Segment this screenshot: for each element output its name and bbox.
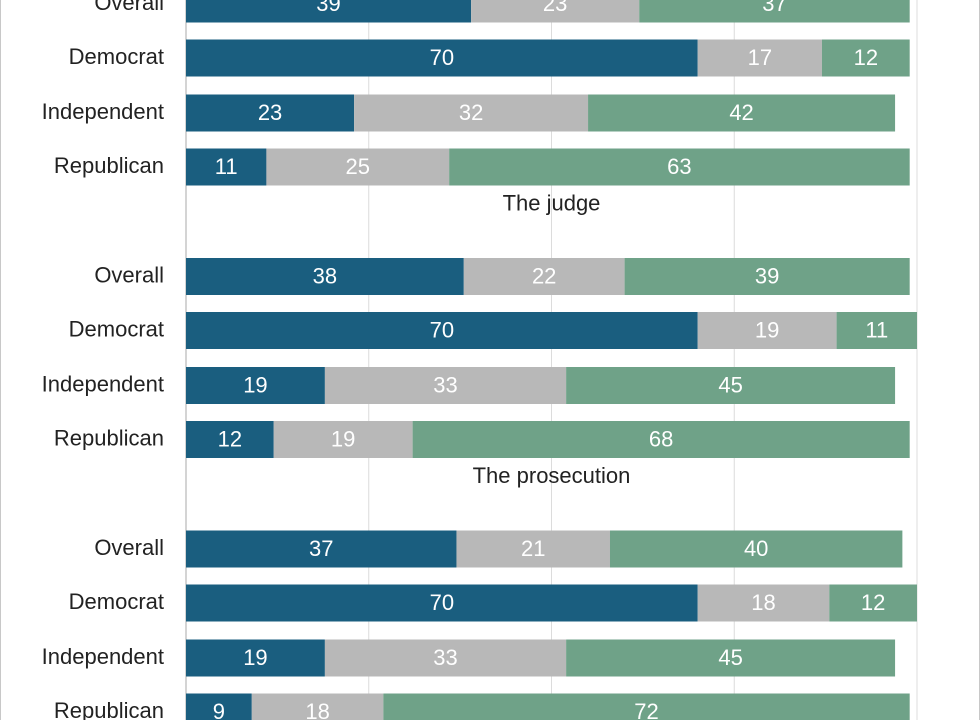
category-label: Independent bbox=[42, 644, 164, 669]
bar-segment bbox=[588, 94, 896, 132]
bar-segment bbox=[566, 367, 896, 404]
bar-segment bbox=[829, 584, 917, 622]
data-label: 12 bbox=[218, 426, 242, 451]
category-label: Republican bbox=[54, 425, 164, 450]
data-label: 33 bbox=[433, 645, 457, 670]
category-label: Independent bbox=[42, 371, 164, 396]
bar-segment bbox=[463, 258, 625, 295]
data-label: 37 bbox=[762, 0, 786, 16]
data-label: 70 bbox=[430, 590, 454, 615]
data-label: 17 bbox=[748, 45, 772, 70]
data-label: 22 bbox=[532, 263, 556, 288]
category-label: Overall bbox=[94, 535, 164, 560]
category-label: Democrat bbox=[69, 44, 164, 69]
data-label: 11 bbox=[865, 317, 888, 342]
bar-segment bbox=[324, 639, 567, 677]
bar-segment bbox=[186, 148, 267, 186]
data-label: 39 bbox=[316, 0, 340, 16]
data-label: 40 bbox=[744, 536, 768, 561]
bar-segment bbox=[836, 312, 917, 349]
bar-segment bbox=[273, 421, 413, 458]
bar-segment bbox=[471, 0, 640, 23]
category-label: Independent bbox=[42, 99, 164, 124]
bar-segment bbox=[186, 421, 274, 458]
category-label: Democrat bbox=[69, 589, 164, 614]
data-label: 33 bbox=[433, 372, 457, 397]
data-label: 72 bbox=[634, 699, 658, 720]
data-label: 45 bbox=[718, 645, 742, 670]
bar-segment bbox=[186, 258, 464, 295]
category-label: Republican bbox=[54, 153, 164, 178]
data-label: 18 bbox=[751, 590, 775, 615]
bar-segment bbox=[697, 312, 837, 349]
bar-segment bbox=[456, 530, 610, 568]
bar-segment bbox=[251, 693, 384, 720]
bar-segment bbox=[566, 639, 896, 677]
group-title-1: The judge bbox=[503, 190, 601, 215]
data-label: 37 bbox=[309, 536, 333, 561]
data-label: 70 bbox=[430, 45, 454, 70]
category-label: Democrat bbox=[69, 316, 164, 341]
bar-segment bbox=[186, 639, 325, 677]
data-label: 11 bbox=[215, 154, 238, 179]
data-label: 19 bbox=[331, 426, 355, 451]
bar-segment bbox=[186, 584, 698, 622]
data-label: 45 bbox=[718, 372, 742, 397]
data-label: 63 bbox=[667, 154, 691, 179]
data-label: 19 bbox=[243, 372, 267, 397]
data-label: 19 bbox=[755, 317, 779, 342]
data-label: 23 bbox=[543, 0, 567, 16]
data-label: 68 bbox=[649, 426, 673, 451]
bar-segment bbox=[186, 39, 698, 77]
category-label: Overall bbox=[94, 262, 164, 287]
data-label: 32 bbox=[459, 100, 483, 125]
data-label: 12 bbox=[861, 590, 885, 615]
bar-segment bbox=[186, 94, 355, 132]
bar-segment bbox=[412, 421, 910, 458]
bar-segment bbox=[266, 148, 450, 186]
bar-segment bbox=[624, 258, 910, 295]
bar-segment bbox=[697, 584, 830, 622]
bar-segment bbox=[186, 530, 457, 568]
data-label: 42 bbox=[729, 100, 753, 125]
bar-segment bbox=[186, 693, 252, 720]
data-label: 19 bbox=[243, 645, 267, 670]
group-title-2: The prosecution bbox=[473, 463, 631, 488]
data-label: 38 bbox=[313, 263, 337, 288]
bar-segment bbox=[821, 39, 910, 77]
frame-left-border bbox=[0, 0, 1, 720]
bar-segment bbox=[186, 312, 698, 349]
category-label: Overall bbox=[94, 0, 164, 15]
bar-segment bbox=[697, 39, 822, 77]
data-label: 39 bbox=[755, 263, 779, 288]
bar-segment bbox=[324, 367, 567, 404]
bar-segment bbox=[186, 0, 472, 23]
data-label: 18 bbox=[305, 699, 329, 720]
category-label: Republican bbox=[54, 698, 164, 720]
data-label: 12 bbox=[854, 45, 878, 70]
data-label: 23 bbox=[258, 100, 282, 125]
bar-segment bbox=[609, 530, 903, 568]
bar-segment bbox=[354, 94, 589, 132]
data-label: 9 bbox=[213, 699, 225, 720]
data-label: 70 bbox=[430, 317, 454, 342]
bar-segment bbox=[449, 148, 910, 186]
data-label: 21 bbox=[521, 536, 545, 561]
bar-segment bbox=[639, 0, 910, 23]
bar-segment bbox=[383, 693, 910, 720]
data-label: 25 bbox=[346, 154, 370, 179]
bar-segment bbox=[186, 367, 325, 404]
